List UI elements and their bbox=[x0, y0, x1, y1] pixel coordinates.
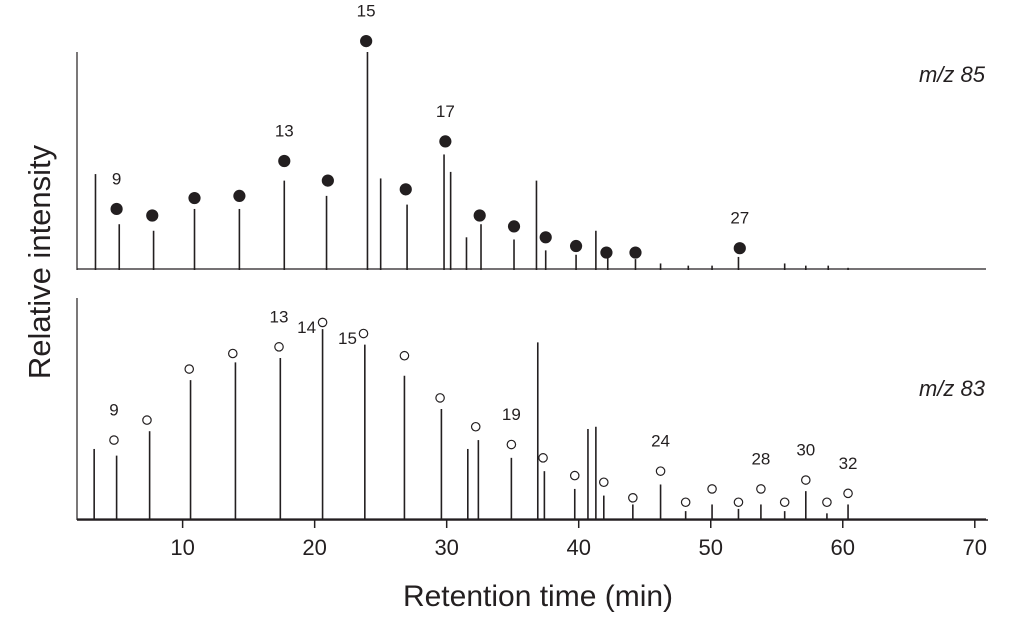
peak-marker bbox=[358, 328, 369, 339]
x-tick-label: 20 bbox=[302, 535, 326, 560]
peak-marker bbox=[110, 202, 123, 216]
peak-marker bbox=[707, 484, 717, 494]
peak-marker bbox=[435, 393, 445, 403]
peak-marker bbox=[473, 209, 486, 222]
peak-marker bbox=[470, 421, 481, 432]
peak-marker bbox=[109, 435, 119, 445]
peak-marker bbox=[800, 475, 811, 485]
x-tick-label: 40 bbox=[566, 535, 590, 560]
peak-marker bbox=[146, 209, 159, 222]
peak-marker bbox=[569, 470, 580, 481]
peak-marker bbox=[598, 477, 609, 488]
peak-label: 32 bbox=[839, 454, 858, 473]
peak-marker bbox=[629, 246, 642, 259]
peak-label: 28 bbox=[751, 449, 770, 468]
peak-label: 27 bbox=[730, 209, 749, 228]
peak-marker bbox=[142, 415, 152, 425]
peak-marker bbox=[317, 317, 328, 328]
peak-marker bbox=[843, 488, 853, 499]
peak-marker bbox=[779, 497, 790, 508]
x-axis-label: Retention time (min) bbox=[403, 580, 673, 613]
peak-label: 15 bbox=[357, 2, 376, 21]
peak-marker bbox=[538, 453, 548, 463]
peak-marker bbox=[321, 174, 334, 187]
peak-label: 19 bbox=[502, 405, 521, 424]
peak-marker bbox=[399, 183, 412, 196]
peak-marker bbox=[628, 492, 638, 503]
peak-marker bbox=[227, 348, 238, 359]
peak-marker bbox=[233, 189, 246, 202]
x-tick-label: 70 bbox=[963, 535, 987, 560]
peak-marker bbox=[569, 239, 583, 253]
x-tick-label: 10 bbox=[170, 535, 194, 560]
peak-label: 24 bbox=[651, 432, 670, 451]
peak-label: 15 bbox=[338, 329, 357, 348]
peak-label: 13 bbox=[270, 307, 289, 326]
peak-label: 30 bbox=[796, 441, 815, 460]
x-tick-label: 60 bbox=[831, 535, 855, 560]
peak-marker bbox=[439, 135, 452, 148]
peak-marker bbox=[733, 497, 744, 508]
peak-marker bbox=[506, 439, 517, 450]
peak-marker bbox=[278, 154, 291, 168]
panel-label: m/z 83 bbox=[919, 376, 986, 401]
peak-label: 13 bbox=[275, 121, 294, 140]
peak-marker bbox=[822, 497, 832, 508]
peak-label: 14 bbox=[297, 318, 316, 337]
panel-label: m/z 85 bbox=[919, 62, 986, 87]
peak-marker bbox=[733, 242, 746, 255]
peak-marker bbox=[600, 246, 613, 259]
peak-marker bbox=[188, 191, 201, 205]
x-tick-label: 30 bbox=[434, 535, 458, 560]
peak-marker bbox=[360, 34, 373, 48]
peak-marker bbox=[756, 484, 766, 494]
peak-marker bbox=[539, 231, 552, 244]
peak-marker bbox=[274, 342, 284, 352]
peak-label: 17 bbox=[436, 102, 455, 121]
peak-marker bbox=[680, 497, 691, 508]
peak-label: 9 bbox=[109, 401, 118, 420]
peak-marker bbox=[507, 220, 521, 233]
y-axis-label: Relative intensity bbox=[22, 144, 57, 379]
peak-marker bbox=[655, 466, 666, 476]
peak-marker bbox=[184, 364, 195, 374]
peak-marker bbox=[399, 350, 410, 361]
x-tick-label: 50 bbox=[698, 535, 722, 560]
peak-label: 9 bbox=[112, 169, 121, 188]
